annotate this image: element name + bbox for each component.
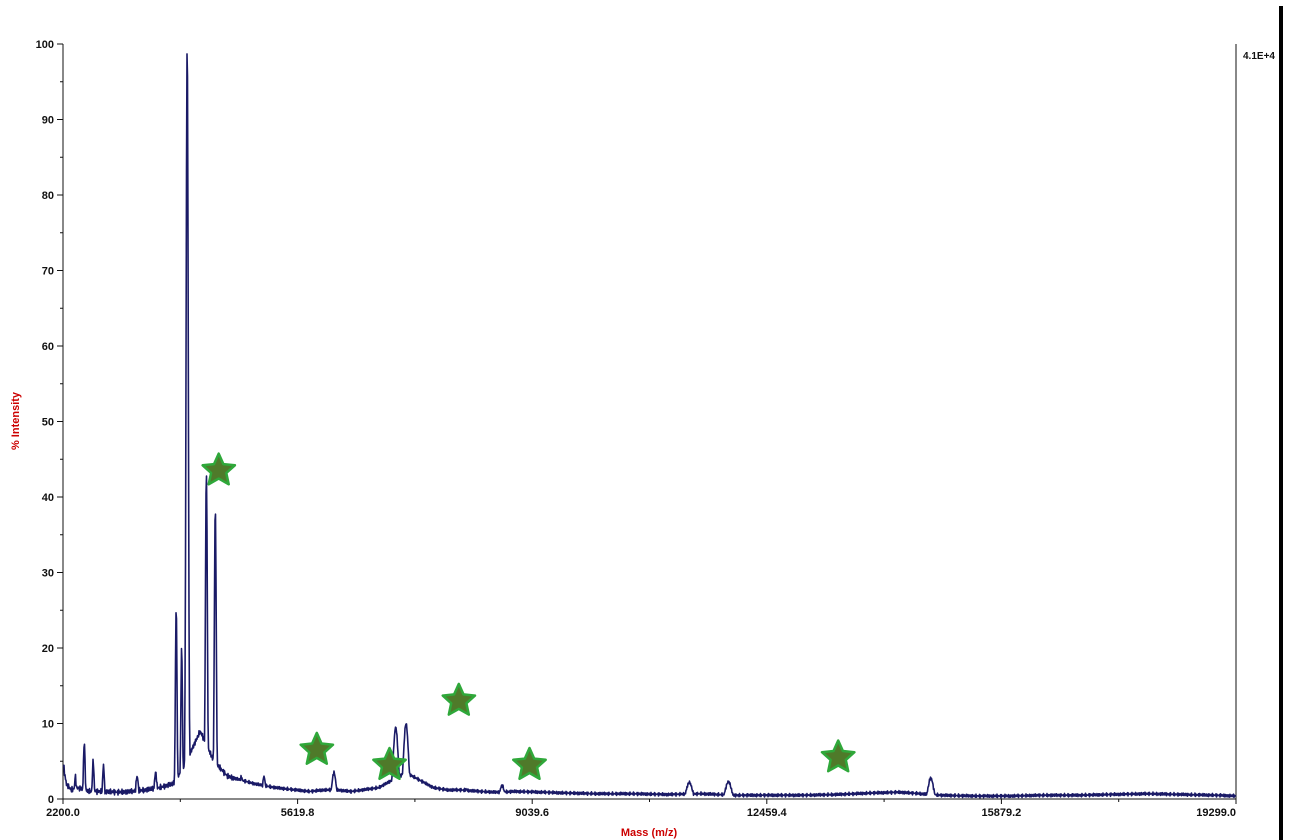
y-axis-ticks: 0 10 20 30 40 50 60 70 80 90 100 [36, 39, 63, 806]
peak-markers [201, 452, 856, 781]
y-tick-label: 20 [42, 643, 54, 655]
x-tick-label: 5619.8 [281, 807, 315, 819]
star-marker-icon [512, 746, 547, 781]
star-marker-icon [372, 746, 407, 781]
axes [62, 44, 1237, 800]
x-tick-label: 19299.0 [1196, 807, 1236, 819]
y-tick-label: 10 [42, 719, 54, 731]
star-marker-icon [441, 682, 477, 716]
x-axis-title: Mass (m/z) [621, 827, 678, 839]
y-tick-label: 100 [36, 39, 54, 51]
y-tick-label: 0 [48, 794, 54, 806]
intensity-scale-label: 4.1E+4 [1243, 51, 1275, 62]
y-axis-title: % Intensity [10, 391, 22, 450]
y-tick-label: 70 [42, 266, 54, 278]
y-tick-label: 30 [42, 568, 54, 580]
y-tick-label: 90 [42, 115, 54, 127]
star-marker-icon [820, 739, 856, 773]
x-tick-label: 15879.2 [982, 807, 1022, 819]
right-edge-bar [1279, 6, 1283, 840]
star-marker-icon [299, 731, 335, 765]
y-tick-label: 40 [42, 492, 54, 504]
spectrum-line [62, 53, 1237, 799]
x-tick-label: 2200.0 [46, 807, 80, 819]
x-tick-label: 9039.6 [515, 807, 549, 819]
x-tick-label: 12459.4 [747, 807, 788, 819]
y-tick-label: 80 [42, 190, 54, 202]
y-tick-label: 60 [42, 341, 54, 353]
y-tick-label: 50 [42, 417, 54, 429]
x-axis-ticks: 2200.0 5619.8 9039.6 12459.4 15879.2 19299.0 [46, 799, 1237, 819]
star-marker-icon [201, 452, 237, 486]
